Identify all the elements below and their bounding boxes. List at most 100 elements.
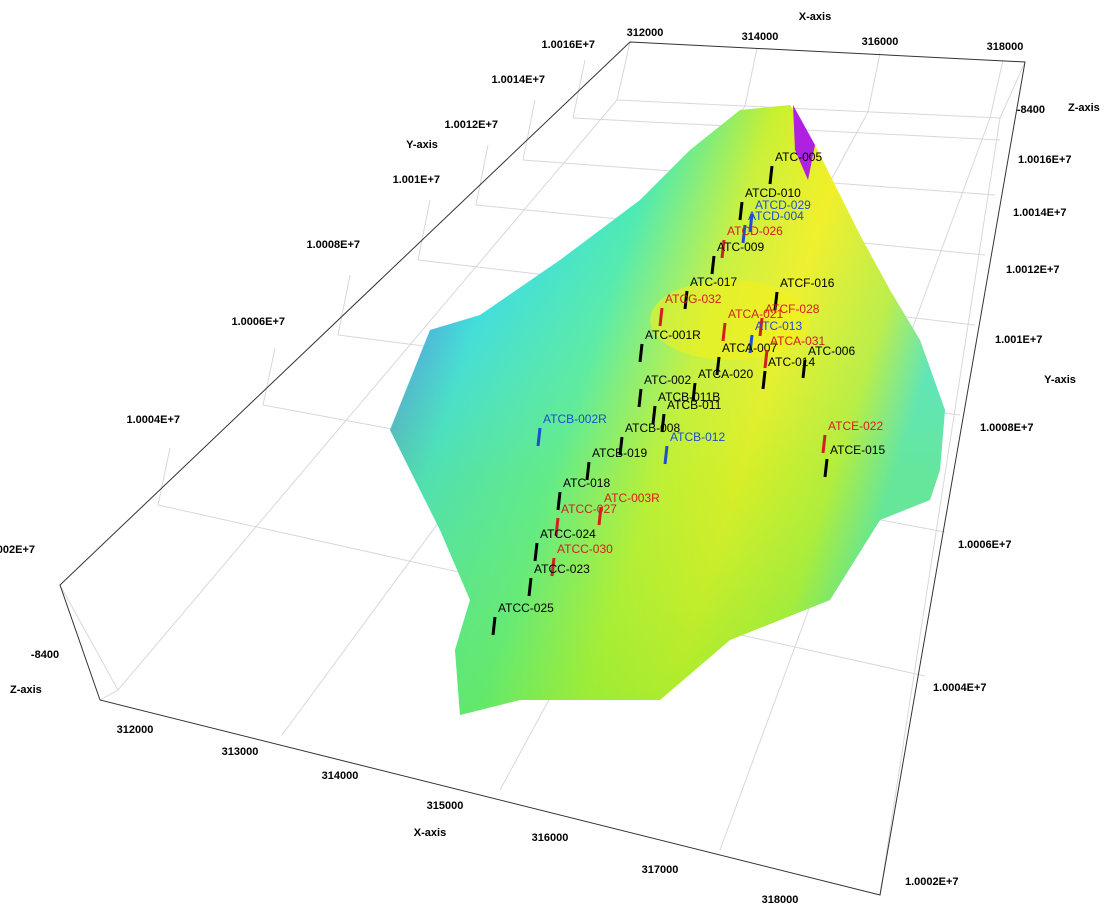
well-label: ATCF-016 [780, 276, 835, 290]
tick-label: 1.0002E+7 [0, 544, 35, 556]
tick-label: 314000 [322, 770, 359, 782]
well-label: ATCE-015 [830, 443, 885, 457]
well [821, 434, 827, 454]
well-label: ATC-017 [690, 275, 737, 289]
frame [59, 41, 1026, 896]
well [768, 165, 774, 185]
well-label: ATC-013 [755, 319, 802, 333]
well-label: ATC-002 [644, 373, 691, 387]
well [660, 413, 666, 433]
well [527, 577, 533, 597]
tick-label: 1.0002E+7 [905, 876, 959, 888]
well-label: ATCA-021 [728, 307, 783, 321]
well-label: ATC-018 [563, 476, 610, 490]
tick-label: -8400 [1017, 104, 1045, 116]
well-label: ATCC-027 [561, 502, 617, 516]
well [554, 517, 560, 537]
well-label: ATCF-028 [765, 302, 820, 316]
well [748, 334, 754, 354]
tick-label: 315000 [427, 800, 464, 812]
well [763, 349, 769, 369]
tick-label: 1.0008E+7 [306, 239, 360, 251]
well-label: ATCC-030 [557, 542, 613, 556]
well [748, 213, 754, 233]
well [663, 445, 669, 465]
tick-label: 317000 [642, 864, 679, 876]
well-label: ATCD-029 [755, 198, 811, 212]
axis-title: Y-axis [1044, 374, 1076, 386]
tick-label: 1.0014E+7 [491, 74, 545, 86]
well [658, 307, 664, 327]
tick-label: -8400 [31, 649, 59, 661]
well [618, 436, 624, 456]
well-label: ATCB-012 [670, 430, 725, 444]
well [683, 290, 689, 310]
well-label: ATC-001R [645, 328, 701, 342]
well [638, 343, 644, 363]
well [773, 291, 779, 311]
tick-label: 1.0006E+7 [231, 316, 285, 328]
surface [390, 105, 945, 715]
axis-title: X-axis [799, 11, 831, 23]
well-label: ATCB-008 [625, 421, 680, 435]
well [536, 427, 542, 447]
well-label: ATC-009 [717, 240, 764, 254]
axis-title: Z-axis [10, 684, 42, 696]
well [651, 405, 657, 425]
well [491, 616, 497, 636]
axis-title: X-axis [414, 827, 446, 839]
tick-label: 1.0014E+7 [1013, 207, 1067, 219]
well-label: ATCB-011 [667, 398, 722, 412]
well [738, 201, 744, 221]
well-label: ATCC-024 [540, 527, 596, 541]
tick-label: 316000 [532, 832, 569, 844]
tick-label: 1.001E+7 [995, 334, 1042, 346]
tick-label: 312000 [627, 27, 664, 39]
tick-label: 1.0004E+7 [933, 682, 987, 694]
well [597, 506, 603, 526]
tick-label: 1.0016E+7 [541, 39, 595, 51]
well-label: ATCB-011B [658, 390, 720, 404]
well-label: ATCC-025 [498, 601, 554, 615]
well [550, 557, 556, 577]
well-label: ATCD-010 [745, 186, 801, 200]
well [585, 461, 591, 481]
well-label: ATCA-020 [698, 367, 753, 381]
well [801, 359, 807, 379]
well-label: ATCG-032 [665, 292, 722, 306]
well-label: ATC-003R [604, 491, 660, 505]
well-label: ATC-014 [768, 355, 815, 369]
well [758, 317, 764, 337]
well [715, 356, 721, 376]
well [710, 255, 716, 275]
well-label: ATC-005 [775, 150, 822, 164]
well-label: ATC-006 [808, 344, 855, 358]
axis-title: Y-axis [406, 139, 438, 151]
tick-label: 313000 [222, 746, 259, 758]
well [691, 382, 697, 402]
tick-label: 318000 [987, 41, 1024, 53]
well-label: ATCC-023 [534, 562, 590, 576]
tick-label: 316000 [862, 36, 899, 48]
well-label: ATCD-004 [748, 209, 804, 223]
well-label: ATCB-019 [592, 446, 647, 460]
tick-label: 312000 [117, 724, 154, 736]
tick-label: 1.0008E+7 [980, 422, 1034, 434]
tick-label: 1.0006E+7 [958, 539, 1012, 551]
well [741, 224, 747, 244]
well [637, 388, 643, 408]
well-label: ATCA-031 [770, 334, 825, 348]
well-label: ATCB-002R [543, 412, 607, 426]
tick-label: 1.0004E+7 [126, 414, 180, 426]
tick-label: 318000 [762, 894, 799, 906]
well [721, 322, 727, 342]
tick-label: 1.0012E+7 [444, 119, 498, 131]
tick-label: 1.0012E+7 [1006, 264, 1060, 276]
tick-label: 314000 [742, 31, 779, 43]
well [556, 491, 562, 511]
well [761, 370, 767, 390]
tick-label: 1.001E+7 [393, 174, 440, 186]
well [720, 239, 726, 259]
tick-label: 1.0016E+7 [1018, 154, 1072, 166]
